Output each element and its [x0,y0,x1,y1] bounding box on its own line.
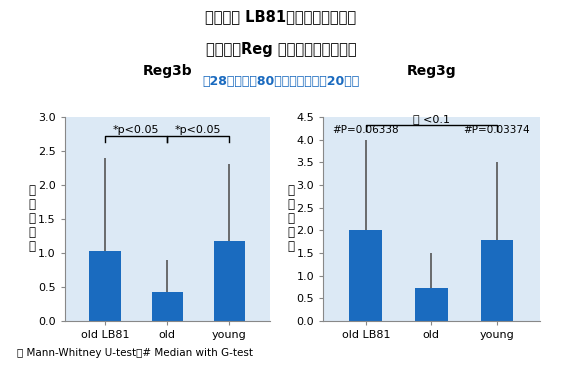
Y-axis label: 相
対
表
達
量: 相 対 表 達 量 [29,184,36,254]
Bar [415,288,448,321]
Bar [152,292,183,321]
Text: ＊ <0.1: ＊ <0.1 [413,114,450,124]
Text: 通过投喂 LB81，老龄小鼠小肠的: 通过投喂 LB81，老龄小鼠小肠的 [206,9,356,24]
Text: *p<0.05: *p<0.05 [175,125,221,135]
Text: ＊ Mann-Whitney U-test　# Median with G-test: ＊ Mann-Whitney U-test # Median with G-te… [17,349,253,358]
Bar [350,230,382,321]
Y-axis label: 相
対
表
達
量: 相 対 表 達 量 [287,184,294,254]
Text: *p<0.05: *p<0.05 [113,125,160,135]
Text: 抗菌肽（Reg 家族）基因表达升高: 抗菌肽（Reg 家族）基因表达升高 [206,42,356,57]
Bar [89,251,121,321]
Title: Reg3g: Reg3g [406,64,456,78]
Bar [214,241,245,321]
Title: Reg3b: Reg3b [142,64,192,78]
Bar [481,240,513,321]
Text: #P=0.06338: #P=0.06338 [333,125,399,135]
Text: 对28月龄（约80岁）的小鼠投喂20个月: 对28月龄（约80岁）的小鼠投喂20个月 [202,75,360,88]
Text: #P=0.03374: #P=0.03374 [464,125,530,135]
